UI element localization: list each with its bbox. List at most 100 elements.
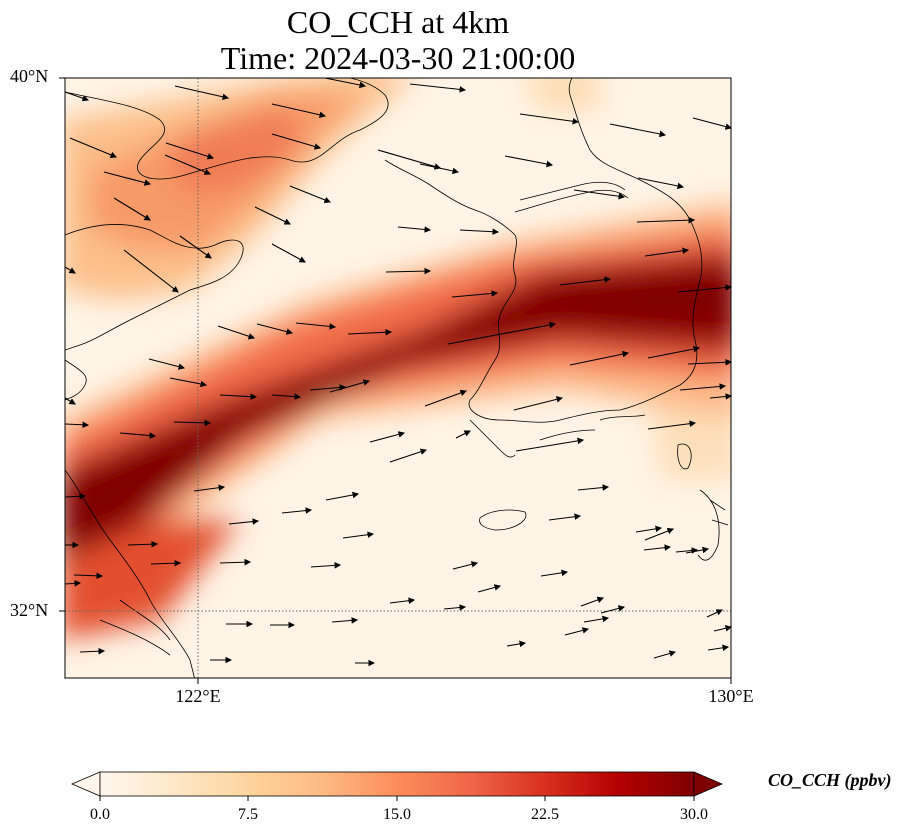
wind-arrow xyxy=(64,266,76,274)
wind-arrow xyxy=(64,421,90,429)
wind-arrow xyxy=(455,430,471,439)
wind-arrow xyxy=(310,562,342,569)
wind-arrow xyxy=(289,185,332,204)
colorbar-label: CO_CCH (ppbv) xyxy=(768,770,892,790)
wind-arrow xyxy=(64,397,76,405)
wind-arrow xyxy=(389,448,428,463)
wind-arrow xyxy=(548,513,582,521)
colorbar-tick-label: 0.0 xyxy=(90,806,110,823)
wind-arrow xyxy=(709,393,733,400)
wind-arrow xyxy=(451,290,499,298)
wind-arrow xyxy=(79,647,106,655)
wind-arrow xyxy=(707,644,730,652)
wind-arrow xyxy=(193,484,226,492)
wind-arrow xyxy=(577,484,610,491)
wind-arrow xyxy=(447,321,557,345)
wind-arrow xyxy=(173,419,212,427)
wind-arrow xyxy=(219,393,258,400)
wind-arrow xyxy=(559,276,612,286)
wind-arrow xyxy=(324,77,367,89)
wind-arrow xyxy=(228,518,260,525)
wind-arrow xyxy=(385,267,432,275)
wind-arrow xyxy=(281,507,313,514)
concentration-field xyxy=(65,78,731,678)
wind-arrow xyxy=(685,546,710,554)
wind-arrow xyxy=(271,133,322,150)
wind-vectors xyxy=(64,77,733,667)
colorbar xyxy=(70,771,724,801)
wind-arrow xyxy=(64,580,82,587)
wind-arrow xyxy=(513,396,564,411)
wind-arrow xyxy=(331,617,359,624)
wind-arrow xyxy=(347,328,393,336)
wind-arrow xyxy=(329,379,371,393)
wind-arrow xyxy=(677,284,733,293)
wind-arrow xyxy=(309,384,347,391)
wind-arrow xyxy=(679,383,727,391)
colorbar-tick-label: 30.0 xyxy=(680,806,708,823)
wind-arrow xyxy=(103,171,152,186)
colorbar-tick-label: 22.5 xyxy=(531,806,559,823)
wind-arrow xyxy=(706,609,723,618)
tick-marks xyxy=(59,77,732,684)
wind-arrow xyxy=(569,350,630,366)
lat-tick-label: 40°N xyxy=(10,66,49,86)
colorbar-extend-high xyxy=(693,771,724,797)
wind-arrow xyxy=(515,437,585,452)
wind-arrow xyxy=(653,650,677,659)
wind-arrow xyxy=(256,323,294,335)
wind-arrow xyxy=(377,149,442,170)
wind-arrow xyxy=(119,432,157,439)
wind-arrow xyxy=(692,117,733,130)
wind-arrow xyxy=(424,389,468,407)
wind-arrow xyxy=(600,605,626,614)
colorbar-tick-label: 7.5 xyxy=(238,806,258,823)
wind-arrow xyxy=(64,91,90,102)
wind-arrow xyxy=(443,604,467,611)
wind-arrow xyxy=(271,243,306,263)
map-frame xyxy=(64,77,732,679)
wind-arrow xyxy=(419,163,460,175)
lat-tick-label: 32°N xyxy=(10,600,49,620)
wind-arrow xyxy=(713,625,733,632)
wind-arrow xyxy=(295,322,337,330)
wind-arrow xyxy=(369,431,406,443)
wind-arrow xyxy=(150,559,182,567)
wind-arrow xyxy=(397,226,432,233)
wind-arrow xyxy=(477,584,502,593)
wind-arrow xyxy=(64,492,87,500)
wind-arrow xyxy=(452,561,479,570)
wind-arrow xyxy=(217,325,256,340)
wind-arrow xyxy=(647,345,701,359)
wind-arrow xyxy=(583,615,610,623)
wind-arrow xyxy=(573,189,626,200)
map-subtitle: Time: 2024-03-30 21:00:00 xyxy=(220,40,576,76)
wind-arrow xyxy=(169,377,208,388)
wind-arrow xyxy=(647,420,697,430)
wind-arrow xyxy=(271,393,302,400)
wind-arrow xyxy=(113,197,151,221)
wind-arrow xyxy=(635,525,663,533)
wind-arrow xyxy=(342,531,375,539)
wind-arrow xyxy=(219,558,252,566)
lon-tick-label: 122°E xyxy=(175,686,221,706)
wind-arrow xyxy=(504,155,554,168)
wind-arrow xyxy=(675,547,699,554)
graticule xyxy=(65,78,731,678)
wind-arrow xyxy=(644,247,690,257)
wind-arrow xyxy=(609,123,667,138)
wind-arrow xyxy=(148,358,186,370)
wind-arrow xyxy=(564,627,590,636)
wind-arrow xyxy=(127,540,159,548)
colorbar-extend-low xyxy=(70,771,101,797)
colorbar-bar xyxy=(99,771,695,797)
wind-arrow xyxy=(506,640,527,648)
wind-arrow xyxy=(636,216,696,224)
wind-arrow xyxy=(325,491,360,501)
lon-tick-label: 130°E xyxy=(708,686,754,706)
wind-arrow xyxy=(164,154,212,175)
wind-arrow xyxy=(254,206,291,225)
wind-arrow xyxy=(179,235,212,259)
wind-arrow xyxy=(580,596,605,607)
